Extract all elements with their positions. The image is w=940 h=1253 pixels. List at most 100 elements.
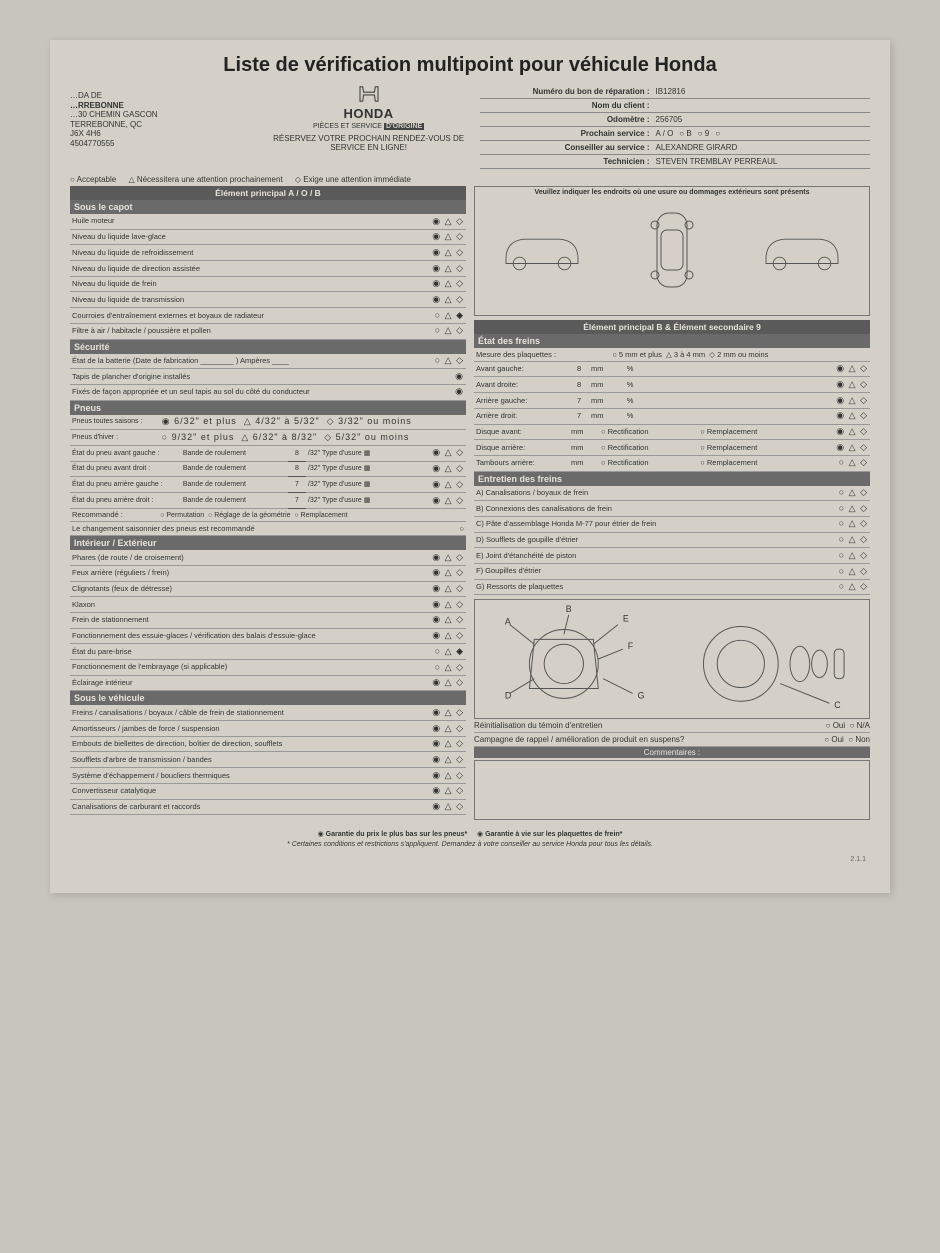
check-status[interactable]: ◉ △ ◇ <box>412 705 466 720</box>
brake-status[interactable]: ◉ △ ◇ <box>816 393 870 409</box>
section-freins-ent: Entretien des freins <box>474 472 870 486</box>
info-label: Conseiller au service : <box>480 143 656 152</box>
tire-label: État du pneu avant gauche : <box>70 446 181 461</box>
brake-pos: Arrière droit: <box>474 408 569 424</box>
disc-status[interactable]: ◉ △ ◇ <box>816 425 870 440</box>
brake-status[interactable]: ◉ △ ◇ <box>816 377 870 393</box>
check-label: Niveau du liquide de direction assistée <box>70 261 412 277</box>
check-status[interactable]: ◉ △ ◇ <box>412 550 466 565</box>
check-status[interactable]: ◉ △ ◇ <box>412 752 466 768</box>
check-label: Klaxon <box>70 597 412 613</box>
brake-mm: mm <box>589 393 615 409</box>
tire-band: Bande de roulement <box>181 477 288 493</box>
table-tires: État du pneu avant gauche : Bande de rou… <box>70 446 466 509</box>
check-status[interactable]: ○ △ ◇ <box>816 532 870 548</box>
legend-acceptable: ○ Acceptable <box>70 175 116 184</box>
check-status[interactable]: ◉ △ ◇ <box>412 721 466 737</box>
info-value-odo: 256705 <box>656 115 871 124</box>
table-pneus: Pneus toutes saisons :◉ 6/32" et plus △ … <box>70 415 466 446</box>
left-column: Élément principal A / O / B Sous le capo… <box>70 186 466 820</box>
check-label: Éclairage intérieur <box>70 675 412 691</box>
check-status[interactable]: ◉ △ ◇ <box>412 597 466 613</box>
comments-box[interactable] <box>474 760 870 820</box>
tire-status[interactable]: ◉ △ ◇ <box>412 461 466 477</box>
check-status[interactable]: ○ △ ◇ <box>816 579 870 595</box>
check-label: F) Goupilles d'étrier <box>474 564 816 580</box>
inspection-sheet: Liste de vérification multipoint pour vé… <box>50 40 890 893</box>
brake-status[interactable]: ◉ △ ◇ <box>816 408 870 424</box>
bar-b9: Élément principal B & Élément secondaire… <box>474 320 870 334</box>
footer-g1: Garantie du prix le plus bas sur les pne… <box>326 831 468 838</box>
info-value-tech: STEVEN TREMBLAY PERREAUL <box>656 157 871 166</box>
check-status[interactable]: ◉ △ ◇ <box>412 245 466 261</box>
check-status[interactable]: ○ △ ◇ <box>816 516 870 532</box>
info-label: Nom du client : <box>480 101 656 110</box>
check-label: Filtre à air / habitacle / poussière et … <box>70 323 412 339</box>
check-label: Convertisseur catalytique <box>70 783 412 799</box>
check-label: Niveau du liquide de transmission <box>70 292 412 308</box>
reco-opts: ○ Permutation ○ Réglage de la géométrie … <box>158 509 466 522</box>
check-status[interactable]: ○ △ ◇ <box>816 486 870 501</box>
disc-status[interactable]: ◉ △ ◇ <box>816 440 870 456</box>
winter-opts: ○ 9/32" et plus △ 6/32" à 8/32" ◇ 5/32" … <box>160 430 466 446</box>
brake-pct: % <box>615 408 645 424</box>
section-securite: Sécurité <box>70 340 466 354</box>
check-label: G) Ressorts de plaquettes <box>474 579 816 595</box>
brake-label-F: F <box>628 642 634 652</box>
check-status[interactable]: ◉ △ ◇ <box>412 628 466 644</box>
check-status[interactable]: ◉ △ ◇ <box>412 612 466 628</box>
check-label: Canalisations de carburant et raccords <box>70 799 412 815</box>
tire-band: Bande de roulement <box>181 461 288 477</box>
tire-band: Bande de roulement <box>181 446 288 461</box>
tire-status[interactable]: ◉ △ ◇ <box>412 477 466 493</box>
check-status[interactable]: ○ △ ◆ <box>412 644 466 660</box>
check-status[interactable]: ◉ △ ◇ <box>412 799 466 815</box>
tire-status[interactable]: ◉ △ ◇ <box>412 446 466 461</box>
brake-pos: Avant droite: <box>474 377 569 393</box>
check-status[interactable]: ○ △ ◇ <box>412 660 466 676</box>
info-label: Prochain service : <box>480 129 656 138</box>
brake-label-B: B <box>566 604 572 614</box>
check-status[interactable]: ○ △ ◆ <box>412 308 466 324</box>
table-brakes: Avant gauche: 8 mm % ◉ △ ◇Avant droite: … <box>474 362 870 425</box>
check-status[interactable]: ◉ <box>412 384 466 400</box>
check-status[interactable]: ○ △ ◇ <box>412 354 466 369</box>
legend-attention: △ Nécessitera une attention prochainemen… <box>128 175 282 184</box>
check-status[interactable]: ◉ △ ◇ <box>412 581 466 597</box>
disc-status[interactable]: ○ △ ◇ <box>816 455 870 471</box>
dealer-line: J6X 4H6 <box>70 129 257 139</box>
brand-label: HONDA <box>267 106 470 122</box>
info-value-advisor: ALEXANDRE GIRARD <box>656 143 871 152</box>
legend: ○ Acceptable △ Nécessitera une attention… <box>70 175 870 184</box>
check-status[interactable]: ◉ △ ◇ <box>412 292 466 308</box>
next-service-options: A / O○ B○ 9○ <box>656 129 871 138</box>
check-status[interactable]: ○ △ ◇ <box>816 564 870 580</box>
check-status[interactable]: ○ △ ◇ <box>412 323 466 339</box>
check-status[interactable]: ◉ <box>412 369 466 385</box>
check-status[interactable]: ◉ △ ◇ <box>412 736 466 752</box>
brake-label-E: E <box>623 614 629 624</box>
check-status[interactable]: ◉ △ ◇ <box>412 214 466 229</box>
reset-row-1: Réinitialisation du témoin d'entretien ○… <box>474 719 870 733</box>
check-status[interactable]: ○ △ ◇ <box>816 501 870 517</box>
tire-label: État du pneu avant droit : <box>70 461 181 477</box>
brake-val: 7 <box>569 408 589 424</box>
check-status[interactable]: ◉ △ ◇ <box>412 783 466 799</box>
check-status[interactable]: ◉ △ ◇ <box>412 768 466 784</box>
disc-label: Disque arrière: <box>474 440 569 456</box>
check-status[interactable]: ○ △ ◇ <box>816 548 870 564</box>
reco-label: Recommandé : <box>70 509 158 522</box>
section-freins-etat: État des freins <box>474 334 870 348</box>
check-status[interactable]: ◉ △ ◇ <box>412 565 466 581</box>
check-status[interactable]: ◉ △ ◇ <box>412 276 466 292</box>
check-status[interactable]: ◉ △ ◇ <box>412 261 466 277</box>
check-status[interactable]: ◉ △ ◇ <box>412 675 466 691</box>
tire-status[interactable]: ◉ △ ◇ <box>412 493 466 509</box>
dealer-line: 4504770555 <box>70 139 257 149</box>
check-label: État de la batterie (Date de fabrication… <box>70 354 412 369</box>
damage-diagram: Veuillez indiquer les endroits où une us… <box>474 186 870 316</box>
check-status[interactable]: ◉ △ ◇ <box>412 229 466 245</box>
brake-status[interactable]: ◉ △ ◇ <box>816 362 870 377</box>
check-label: B) Connexions des canalisations de frein <box>474 501 816 517</box>
disc-opt2: ○ Remplacement <box>698 455 816 471</box>
